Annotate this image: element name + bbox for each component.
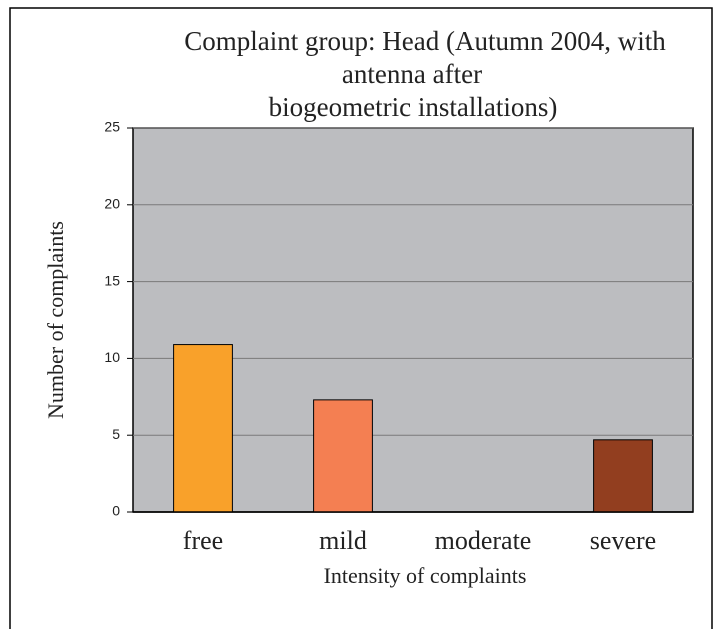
y-tick-label: 0 bbox=[112, 503, 120, 519]
y-tick-label: 20 bbox=[104, 196, 120, 212]
x-tick-label: free bbox=[183, 526, 223, 555]
x-tick-label: moderate bbox=[435, 526, 532, 555]
bar bbox=[593, 439, 653, 513]
chart-title: biogeometric installations) bbox=[269, 92, 558, 122]
y-tick-label: 25 bbox=[104, 119, 120, 135]
x-tick-label: mild bbox=[319, 526, 367, 555]
x-tick-label: severe bbox=[590, 526, 656, 555]
y-axis-label: Number of complaints bbox=[43, 221, 68, 419]
bar bbox=[173, 344, 233, 513]
y-tick-label: 5 bbox=[112, 426, 120, 442]
x-axis-label: Intensity of complaints bbox=[324, 563, 527, 588]
chart-title: Complaint group: Head (Autumn 2004, with bbox=[184, 26, 666, 56]
y-tick-label: 15 bbox=[104, 272, 120, 288]
chart-title: antenna after bbox=[342, 59, 482, 89]
frame bbox=[9, 7, 713, 629]
bar bbox=[313, 399, 373, 513]
y-tick-label: 10 bbox=[104, 349, 120, 365]
